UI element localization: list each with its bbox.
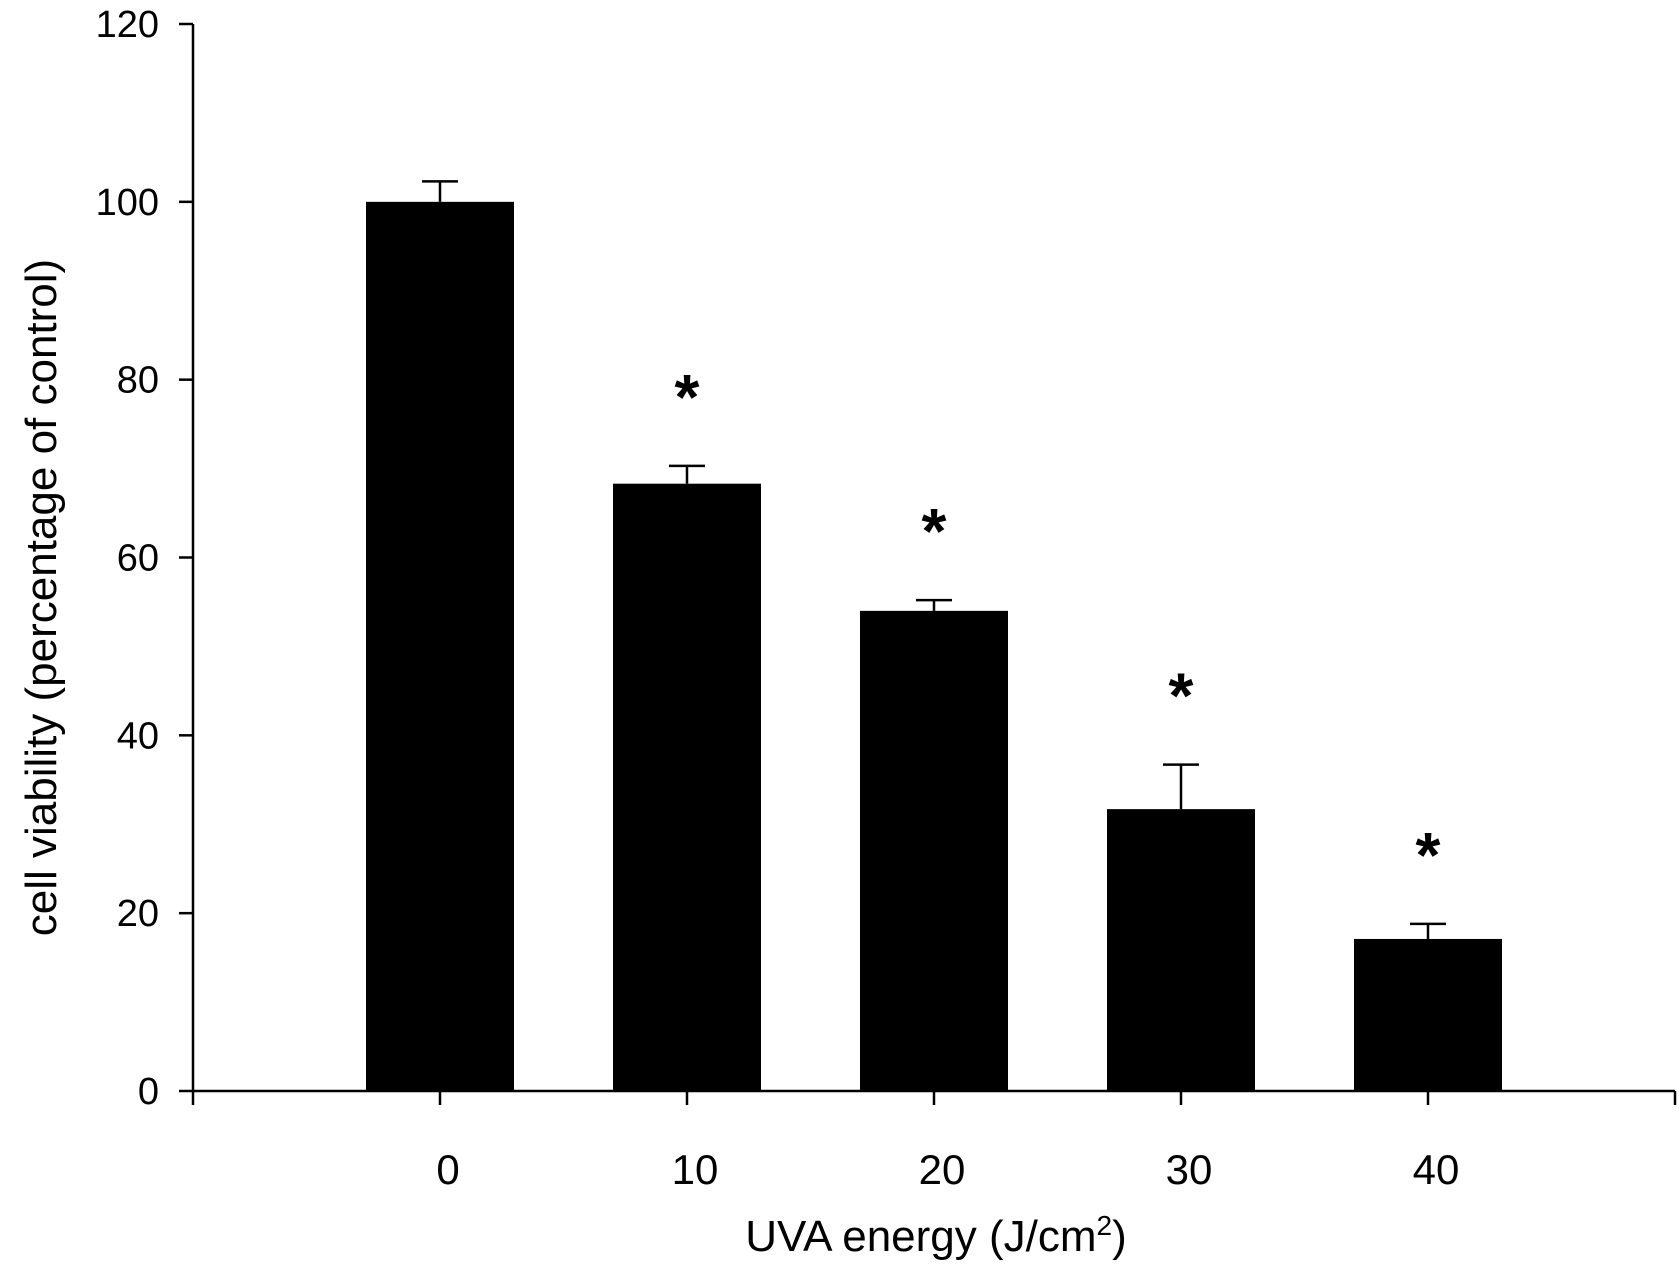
bar: [1354, 938, 1502, 1091]
x-tick-label: 0: [436, 1146, 459, 1193]
y-tick-label: 20: [117, 893, 159, 935]
y-tick-label: 40: [117, 715, 159, 757]
x-axis-title-suffix: ): [1112, 1212, 1127, 1261]
y-tick-label: 0: [138, 1071, 159, 1113]
significance-marker: *: [1416, 819, 1441, 891]
bar: [860, 610, 1008, 1091]
significance-marker: *: [922, 495, 947, 567]
significance-marker: *: [1169, 660, 1194, 732]
y-tick-label: 60: [117, 538, 159, 580]
x-tick-label: 40: [1413, 1146, 1460, 1193]
error-bars-group: [422, 180, 1446, 939]
y-tick-label: 120: [96, 4, 159, 46]
x-tick-label: 20: [919, 1146, 966, 1193]
x-tick-label: 30: [1166, 1146, 1213, 1193]
bar: [366, 201, 514, 1092]
x-tick-label: 10: [672, 1146, 719, 1193]
bar: [1107, 809, 1255, 1091]
x-ticks-group: 0 10 20 30 40: [191, 1091, 1677, 1193]
bar: [613, 483, 761, 1091]
bars-group: [366, 201, 1502, 1092]
x-axis-title-main: UVA energy (J/cm: [745, 1212, 1096, 1261]
x-axis-title: UVA energy (J/cm2): [745, 1210, 1127, 1261]
significance-markers-group: * * * *: [675, 361, 1441, 891]
x-axis-title-superscript: 2: [1097, 1210, 1113, 1241]
y-tick-label: 80: [117, 360, 159, 402]
y-tick-label: 100: [96, 182, 159, 224]
significance-marker: *: [675, 361, 700, 433]
y-ticks-group: 0 20 40 60 80 100 120: [96, 4, 193, 1113]
y-axis-title: cell viability (percentage of control): [17, 259, 66, 936]
